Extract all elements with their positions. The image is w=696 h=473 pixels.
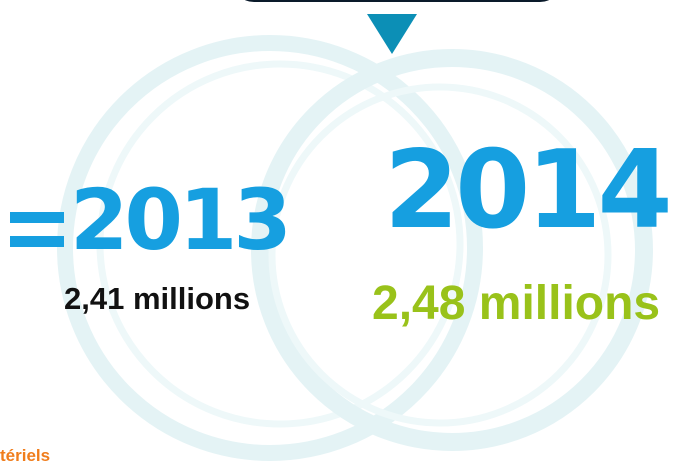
year-2013-label: 2013 xyxy=(70,171,292,269)
footer-category-label: tériels xyxy=(0,446,51,465)
left-ring-outer xyxy=(57,35,483,461)
top-bracket-decoration xyxy=(232,0,562,2)
right-ring-inner xyxy=(268,83,612,427)
equals-bar-top xyxy=(10,212,64,223)
equals-icon xyxy=(10,212,64,248)
left-ring-inner xyxy=(96,60,464,428)
value-2014: 2,48 millions xyxy=(372,277,661,330)
equals-bar-bottom xyxy=(10,236,64,247)
value-2013: 2,41 millions xyxy=(64,281,251,316)
year-2014-label: 2014 xyxy=(384,128,673,253)
down-triangle-icon xyxy=(367,14,417,54)
right-ring-outer xyxy=(251,49,653,451)
